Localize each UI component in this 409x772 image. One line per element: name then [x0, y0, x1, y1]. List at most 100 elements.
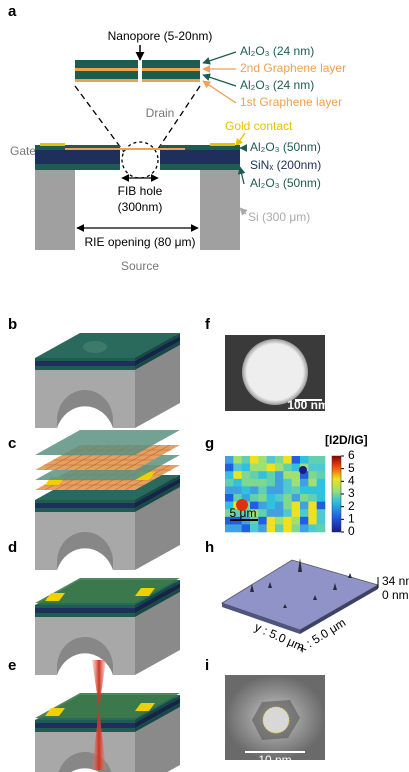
map-pixel [267, 502, 276, 510]
colorbar-tick-label: 3 [348, 486, 355, 500]
fib-label: (300nm) [118, 200, 163, 214]
map-pixel [242, 464, 251, 472]
map-pixel [275, 486, 284, 494]
map-pixel [258, 502, 267, 510]
colorbar-tick-label: 0 [348, 524, 355, 538]
map-pixel [267, 464, 276, 472]
nanopore-label: Nanopore (5-20nm) [108, 29, 213, 43]
colorbar [332, 456, 341, 532]
figure: a Nanopore (5-20nm) Al₂O₃ (24 nm) 2nd Gr… [0, 0, 409, 772]
map-pixel [317, 509, 326, 517]
layer-label: 2nd Graphene layer [240, 61, 346, 75]
map-pixel [225, 494, 234, 502]
map-pixel [292, 517, 301, 525]
map-pixel [283, 502, 292, 510]
sinx-layer [35, 723, 135, 728]
map-pixel [308, 494, 317, 502]
map-pixel [267, 486, 276, 494]
gate-label: Gate [10, 144, 36, 158]
map-pixel [233, 464, 242, 472]
map-pixel [308, 464, 317, 472]
map-pixel [283, 509, 292, 517]
map-pixel [233, 524, 242, 532]
map-pixel [308, 456, 317, 464]
map-pixel [267, 456, 276, 464]
map-pixel [233, 479, 242, 487]
map-pixel [250, 486, 259, 494]
al2o3-layer [35, 366, 135, 370]
map-pixel [258, 509, 267, 517]
membrane-window [83, 341, 107, 353]
map-pixel [292, 509, 301, 517]
map-pixel [317, 494, 326, 502]
map-pixel [308, 479, 317, 487]
map-pixel [292, 494, 301, 502]
z-label: 0 nm [382, 588, 409, 602]
panel-label: h [205, 539, 214, 556]
map-pixel [242, 486, 251, 494]
map-pixel [258, 524, 267, 532]
map-pixel [317, 464, 326, 472]
map-pixel [275, 456, 284, 464]
afm-spike [348, 573, 352, 578]
map-pixel [308, 471, 317, 479]
map-pixel [242, 456, 251, 464]
al2o3-layer [35, 358, 135, 361]
map-pixel [250, 524, 259, 532]
map-pixel [267, 517, 276, 525]
nanopore [263, 707, 289, 733]
panel-label: i [205, 657, 209, 674]
map-pixel [275, 494, 284, 502]
panel-label: e [8, 657, 16, 674]
map-pixel [317, 502, 326, 510]
map-pixel [258, 456, 267, 464]
map-pixel [283, 479, 292, 487]
map-pixel [258, 494, 267, 502]
map-pixel [292, 486, 301, 494]
map-pixel [225, 471, 234, 479]
map-pixel [292, 524, 301, 532]
map-pixel [242, 471, 251, 479]
map-pixel [300, 524, 309, 532]
fib-label: FIB hole [118, 184, 163, 198]
map-pixel [250, 479, 259, 487]
map-pixel [250, 471, 259, 479]
map-pixel [275, 502, 284, 510]
si-label: Si (300 μm) [248, 210, 310, 224]
colorbar-title: [I2D/IG] [325, 433, 368, 447]
map-pixel [258, 471, 267, 479]
map-pixel [275, 524, 284, 532]
colorbar-tick-label: 5 [348, 461, 355, 475]
al2o3-layer [35, 720, 135, 723]
drain-label: Drain [146, 106, 175, 120]
map-pixel [300, 509, 309, 517]
layer-label: SiNₓ (200nm) [250, 158, 321, 172]
map-pixel [267, 524, 276, 532]
layer-label: Al₂O₃ (24 nm) [240, 78, 314, 92]
map-pixel [258, 486, 267, 494]
source-label: Source [121, 259, 159, 273]
map-spot [299, 466, 307, 474]
map-pixel [225, 456, 234, 464]
map-pixel [283, 471, 292, 479]
map-pixel [275, 517, 284, 525]
panel-label: a [8, 3, 17, 20]
layer-label: 1st Graphene layer [240, 95, 342, 109]
colorbar-tick-label: 4 [348, 474, 355, 488]
panel-label: d [8, 539, 17, 556]
map-pixel [317, 479, 326, 487]
map-pixel [300, 517, 309, 525]
map-pixel [275, 479, 284, 487]
map-pixel [292, 471, 301, 479]
gold-contact-label: Gold contact [225, 119, 293, 133]
map-pixel [292, 456, 301, 464]
map-pixel [317, 517, 326, 525]
map-pixel [292, 464, 301, 472]
map-pixel [267, 494, 276, 502]
layer-label: Al₂O₃ (24 nm) [240, 44, 314, 58]
map-pixel [233, 486, 242, 494]
colorbar-tick-label: 1 [348, 512, 355, 526]
colorbar-tick-label: 2 [348, 499, 355, 513]
colorbar-tick-label: 6 [348, 448, 355, 462]
sinx-layer [35, 503, 135, 508]
